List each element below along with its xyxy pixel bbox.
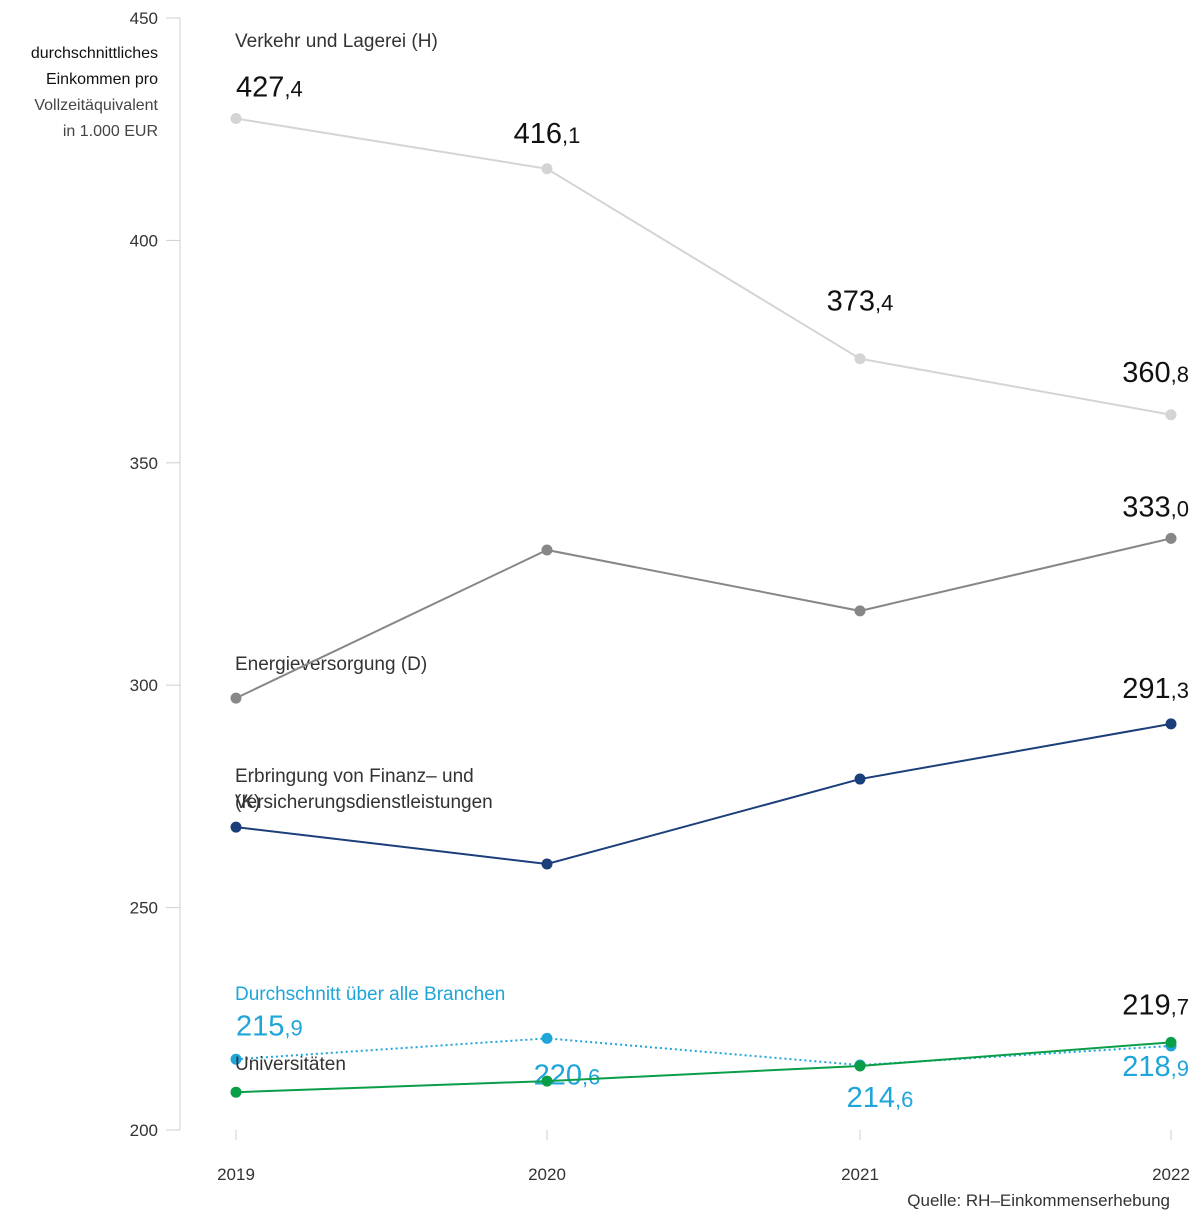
data-point [230, 821, 242, 833]
series-line [235, 1037, 1172, 1067]
y-axis-label: durchschnittliches [31, 45, 158, 62]
series-line [235, 1041, 1172, 1094]
data-point [854, 605, 866, 617]
data-point [230, 1053, 242, 1065]
y-axis-label: in 1.000 EUR [63, 123, 158, 140]
data-point [1165, 718, 1177, 730]
value-label: 220,6 [534, 1059, 601, 1091]
data-point [854, 773, 866, 785]
value-label: 416,1 [514, 118, 581, 150]
x-tick-label: 2021 [841, 1165, 879, 1184]
series-label: Verkehr und Lagerei (H) [235, 31, 438, 52]
value-label: 360,8 [1122, 357, 1189, 389]
x-tick-label: 2020 [528, 1165, 566, 1184]
y-tick-label: 450 [130, 9, 158, 28]
data-point [541, 163, 553, 175]
y-axis-label: Einkommen pro [46, 71, 158, 88]
data-point [230, 1086, 242, 1098]
value-label: 333,0 [1122, 491, 1189, 523]
data-point [541, 1075, 553, 1087]
series-label: Universitäten [235, 1054, 346, 1075]
data-point [854, 353, 866, 365]
data-point [541, 1032, 553, 1044]
series-label: Erbringung von Finanz– und Versicherungsd… [235, 766, 493, 813]
series-line [235, 117, 1172, 416]
value-label: 291,3 [1122, 673, 1189, 705]
value-label: 219,7 [1122, 989, 1189, 1021]
series-line [235, 722, 1172, 866]
value-label: 373,4 [827, 286, 894, 318]
data-point [854, 1060, 866, 1072]
series-label: Durchschnitt über alle Branchen [235, 984, 505, 1005]
series-label: Energieversorgung (D) [235, 654, 427, 675]
y-axis-label: Vollzeitäquivalent [34, 97, 158, 114]
y-tick-label: 300 [130, 676, 158, 695]
source: Quelle: RH–Einkommenserhebung [907, 1191, 1170, 1210]
y-tick-label: 200 [130, 1121, 158, 1140]
x-tick-label: 2022 [1152, 1165, 1190, 1184]
value-label: 214,6 [847, 1082, 914, 1114]
y-tick-label: 400 [130, 231, 158, 250]
series-line [235, 537, 1172, 700]
value-label: 215,9 [236, 1010, 303, 1042]
data-point [230, 692, 242, 704]
y-tick-label: 350 [130, 454, 158, 473]
data-point [1165, 1036, 1177, 1048]
value-label: 427,4 [236, 72, 303, 104]
data-point [1165, 532, 1177, 544]
x-tick-label: 2019 [217, 1165, 255, 1184]
data-point [230, 113, 242, 125]
data-point [1165, 409, 1177, 421]
y-tick-label: 250 [130, 899, 158, 918]
value-label: 218,9 [1122, 1051, 1189, 1083]
data-point [541, 858, 553, 870]
data-point [541, 544, 553, 556]
